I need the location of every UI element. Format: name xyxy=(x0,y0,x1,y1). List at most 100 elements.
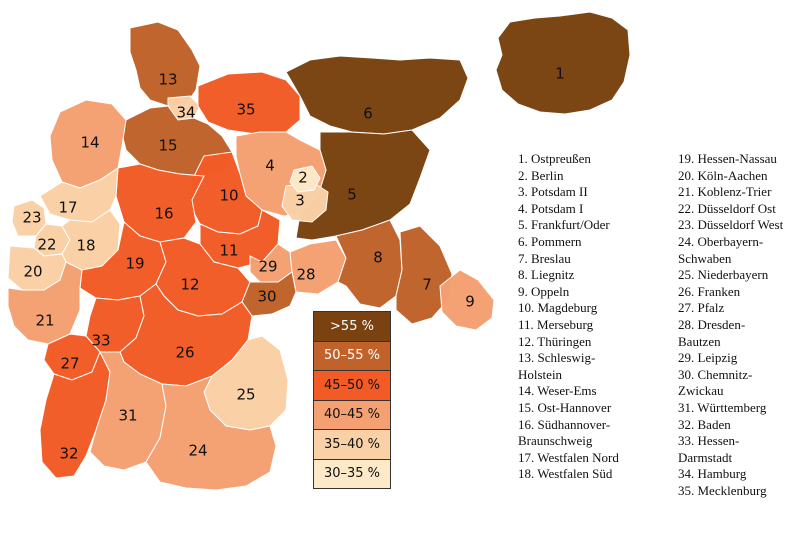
district-list-item: 8. Liegnitz xyxy=(518,267,575,283)
legend-row: 35–40 % xyxy=(314,430,390,460)
legend-row: >55 % xyxy=(314,312,390,342)
region-label-18: 18 xyxy=(76,237,95,255)
district-list-item: 32. Baden xyxy=(678,416,731,432)
district-list-item: 27. Pfalz xyxy=(678,300,725,316)
region-1-ostpreussen xyxy=(495,11,631,115)
region-label-1: 1 xyxy=(555,65,565,83)
region-label-14: 14 xyxy=(80,134,99,152)
legend: >55 % 50–55 % 45–50 % 40–45 % 35–40 % 30… xyxy=(313,311,391,489)
legend-label: 35–40 % xyxy=(323,436,381,452)
region-label-12: 12 xyxy=(180,276,199,294)
region-label-17: 17 xyxy=(58,199,77,217)
region-label-27: 27 xyxy=(60,355,79,373)
region-label-19: 19 xyxy=(125,255,144,273)
region-label-28: 28 xyxy=(296,266,315,284)
region-label-34: 34 xyxy=(176,104,195,122)
district-list-item: 2. Berlin xyxy=(518,167,564,183)
district-list-item: 18. Westfalen Süd xyxy=(518,466,613,482)
region-label-33: 33 xyxy=(91,332,110,350)
region-label-15: 15 xyxy=(158,137,177,155)
region-label-23: 23 xyxy=(22,209,41,227)
district-list-item: Braunschweig xyxy=(518,433,593,449)
region-9-oppeln xyxy=(439,269,495,331)
region-24-oberbayern xyxy=(145,375,277,491)
region-label-10: 10 xyxy=(219,187,238,205)
district-list-item: 12. Thüringen xyxy=(518,333,592,349)
district-list-item: 1. Ostpreußen xyxy=(518,151,591,166)
district-list-item: 15. Ost-Hannover xyxy=(518,399,612,415)
district-list-item: 17. Westfalen Nord xyxy=(518,449,619,465)
district-list-item: 35. Mecklenburg xyxy=(678,482,767,498)
region-label-5: 5 xyxy=(347,186,357,204)
district-list-item: 3. Potsdam II xyxy=(518,184,588,200)
district-list-item: 13. Schleswig- xyxy=(518,350,596,366)
district-list-item: 23. Düsseldorf West xyxy=(678,217,784,233)
region-7-breslau xyxy=(395,225,453,325)
district-list-left: 1. Ostpreußen 2. Berlin 3. Potsdam II 4. Po… xyxy=(518,151,678,483)
legend-label: 45–50 % xyxy=(323,377,381,393)
region-label-4: 4 xyxy=(265,157,275,175)
district-list-item: Holstein xyxy=(518,366,563,382)
district-list-item: Schwaben xyxy=(678,250,732,266)
region-label-3: 3 xyxy=(295,192,305,210)
region-6-pommern xyxy=(285,55,469,135)
region-label-26: 26 xyxy=(175,344,194,362)
legend-label: 40–45 % xyxy=(323,407,381,423)
region-label-31: 31 xyxy=(118,407,137,425)
district-list-item: Zwickau xyxy=(678,383,724,399)
region-label-8: 8 xyxy=(373,249,383,267)
region-21-koblenz-trier xyxy=(7,261,83,345)
district-list-item: 19. Hessen-Nassau xyxy=(678,151,777,166)
district-list-item: 22. Düsseldorf Ost xyxy=(678,200,776,216)
district-list-item: 33. Hessen- xyxy=(678,433,740,449)
region-label-32: 32 xyxy=(59,445,78,463)
legend-label: 30–35 % xyxy=(323,466,381,482)
district-list-item: 5. Frankfurt/Oder xyxy=(518,217,610,233)
district-list-item: 24. Oberbayern- xyxy=(678,233,764,249)
region-label-20: 20 xyxy=(23,263,42,281)
district-list-item: 7. Breslau xyxy=(518,250,571,266)
legend-row: 30–35 % xyxy=(314,459,390,488)
region-label-35: 35 xyxy=(236,101,255,119)
district-list-item: 14. Weser-Ems xyxy=(518,383,597,399)
region-label-25: 25 xyxy=(236,386,255,404)
district-list-item: 21. Koblenz-Trier xyxy=(678,184,772,200)
district-list-item: 29. Leipzig xyxy=(678,350,738,366)
legend-row: 45–50 % xyxy=(314,371,390,401)
region-30-chemnitz-zwickau xyxy=(241,271,297,317)
legend-row: 50–55 % xyxy=(314,341,390,371)
district-list-item: 4. Potsdam I xyxy=(518,200,584,216)
district-list-item: 25. Niederbayern xyxy=(678,267,769,283)
region-17-westfalen-nord xyxy=(39,167,119,223)
district-list-item: 9. Oppeln xyxy=(518,283,570,299)
region-label-16: 16 xyxy=(154,205,173,223)
legend-label: 50–55 % xyxy=(323,348,381,364)
district-list-item: 30. Chemnitz- xyxy=(678,366,753,382)
legend-row: 40–45 % xyxy=(314,400,390,430)
district-list-item: 31. Württemberg xyxy=(678,399,767,415)
region-label-2: 2 xyxy=(298,169,308,187)
region-label-24: 24 xyxy=(188,442,207,460)
region-35-mecklenburg xyxy=(197,71,301,135)
district-list-item: 6. Pommern xyxy=(518,233,582,249)
district-list-item: Darmstadt xyxy=(678,449,733,465)
legend-label: >55 % xyxy=(330,318,374,334)
region-label-30: 30 xyxy=(257,288,276,306)
region-32-baden xyxy=(39,350,111,479)
region-8-liegnitz xyxy=(335,219,403,309)
district-list-item: 34. Hamburg xyxy=(678,466,747,482)
region-label-11: 11 xyxy=(219,242,238,260)
region-label-6: 6 xyxy=(363,105,373,123)
district-list-item: 10. Magdeburg xyxy=(518,300,598,316)
district-list-item: 26. Franken xyxy=(678,283,741,299)
district-list-item: 28. Dresden- xyxy=(678,316,746,332)
district-list-item: 11. Merseburg xyxy=(518,316,594,332)
region-label-22: 22 xyxy=(37,236,56,254)
region-2-berlin xyxy=(289,165,321,193)
region-13-schleswig-holstein xyxy=(129,21,201,107)
region-label-21: 21 xyxy=(35,312,54,330)
region-label-9: 9 xyxy=(465,293,475,311)
region-label-13: 13 xyxy=(158,71,177,89)
district-list-item: 16. Südhannover- xyxy=(518,416,611,432)
